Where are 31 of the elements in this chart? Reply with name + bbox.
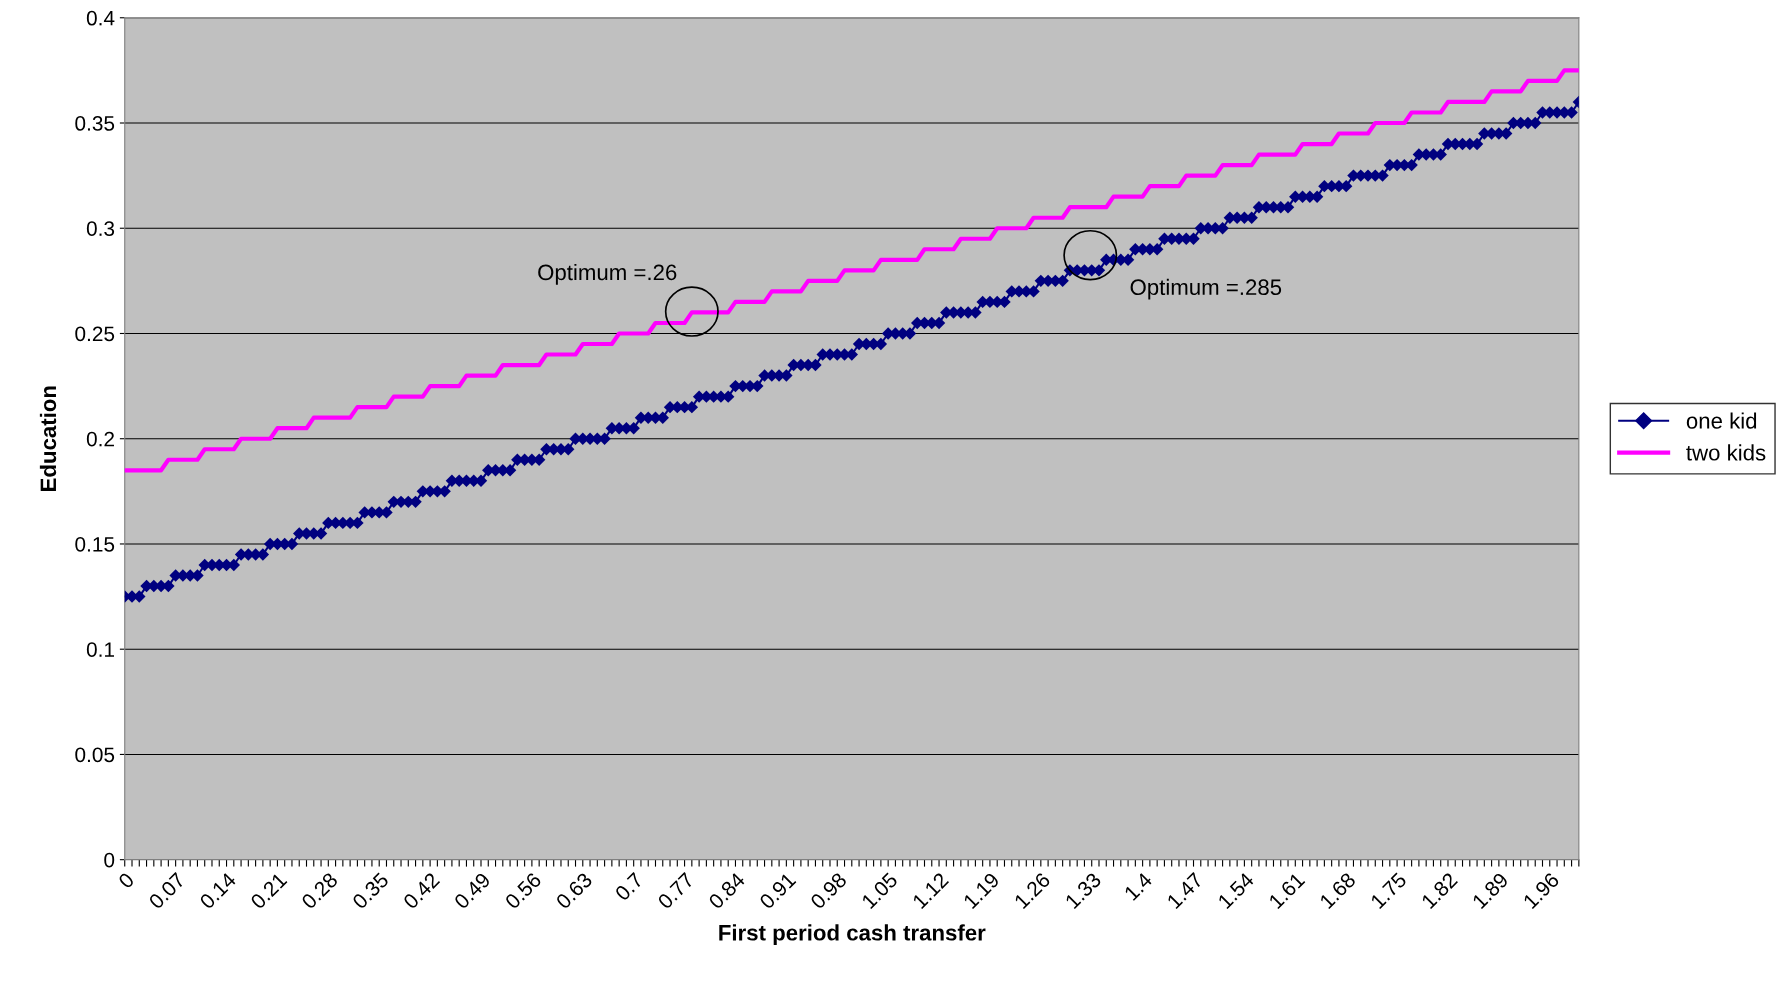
x-tick-label: 1.61 (1268, 871, 1306, 910)
y-tick-label: 0 (104, 852, 115, 868)
y-tick-label: 0.05 (75, 747, 115, 763)
x-tick-label: 0.7 (614, 871, 644, 902)
x-tick-label: 1.89 (1471, 871, 1509, 910)
x-tick-label: 0.49 (453, 871, 492, 910)
x-tick-label: 1.19 (962, 871, 1001, 910)
y-tick-label: 0.4 (86, 10, 115, 26)
x-tick-label: 0.42 (402, 871, 441, 910)
x-tick-label: 0.98 (809, 871, 848, 910)
y-tick-label: 0.3 (86, 221, 115, 236)
x-tick-label: 0.28 (300, 871, 339, 910)
annotation: Optimum =.285 (1130, 278, 1282, 300)
x-tick-label: 0.91 (758, 871, 797, 910)
x-tick-label: 0.21 (249, 871, 288, 910)
x-tick-label: 1.4 (1123, 871, 1153, 901)
x-tick-label: 0.56 (504, 871, 543, 910)
x-tick-label: 0.14 (198, 871, 237, 910)
x-tick-label: 0.84 (707, 871, 746, 910)
legend-label: one kid (1686, 412, 1757, 429)
y-tick-label: 0.25 (75, 326, 115, 342)
x-axis-title: First period cash transfer (719, 924, 986, 946)
y-tick-label: 0.35 (75, 116, 115, 131)
annotation: Optimum =.26 (538, 263, 677, 285)
y-tick-label: 0.2 (86, 431, 114, 447)
x-tick-label: 0 (117, 871, 135, 890)
y-axis-title: Education (39, 386, 57, 491)
legend-label: two kids (1686, 444, 1766, 461)
y-tick-label: 0.1 (86, 642, 114, 657)
y-tick-label: 0.15 (75, 536, 115, 552)
x-tick-label: 0.63 (555, 871, 593, 910)
